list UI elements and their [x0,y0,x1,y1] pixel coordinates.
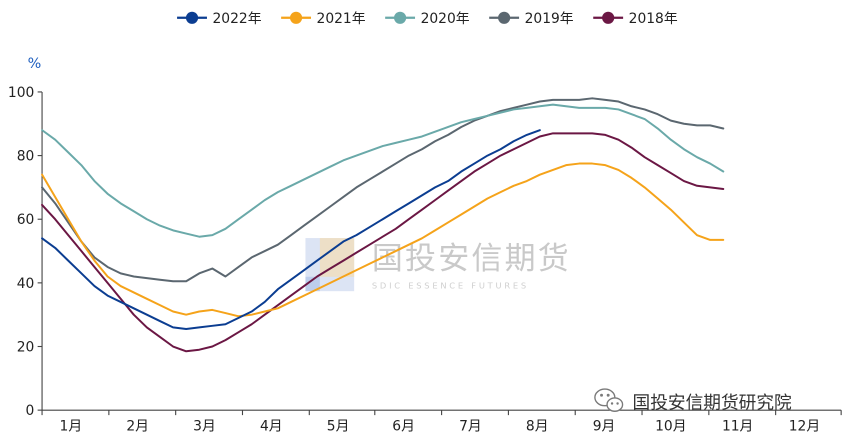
legend-label: 2019年 [525,11,574,27]
legend-item: 2022年 [177,11,262,27]
series-line-2019 [41,97,725,283]
y-tick-label: 0 [25,403,34,419]
x-tick-label: 2月 [126,419,149,435]
x-tick-label: 1月 [60,419,83,435]
watermark-en: SDIC ESSENCE FUTURES [372,280,529,290]
x-tick-label: 6月 [392,419,415,435]
series-line-2018 [41,132,725,353]
legend-marker [602,11,615,24]
watermark: 国投安信期货 SDIC ESSENCE FUTURES [305,238,571,292]
y-tick-label: 80 [17,149,35,165]
brand-text: 国投安信期货研究院 [633,392,793,413]
legend-label: 2022年 [213,11,262,27]
legend: 2022年 2021年 2020年 2019年 2018年 [177,11,678,27]
x-tick-label: 10月 [655,419,686,435]
x-tick-label: 11月 [722,419,753,435]
x-tick-label: 4月 [260,419,283,435]
x-tick-label: 5月 [327,419,350,435]
x-tick-label: 7月 [459,419,482,435]
series-line-2020 [41,103,725,238]
legend-label: 2020年 [421,11,470,27]
series-line-2022 [41,129,541,331]
legend-item: 2020年 [385,11,470,27]
y-axis-unit: % [28,56,42,72]
legend-item: 2018年 [593,11,678,27]
x-tick-label: 12月 [789,419,820,435]
y-tick-label: 20 [17,339,35,355]
x-tick-label: 8月 [526,419,549,435]
x-tick-label: 9月 [593,419,616,435]
axes: 0 20 40 60 80 100 1月 2月 3月 4月 5月 6月 7月 8月 9月 10月 11月 12月 [8,85,842,435]
legend-label: 2021年 [317,11,366,27]
legend-marker [289,11,303,24]
series-line-2021 [41,162,725,318]
wechat-icon [594,388,624,412]
legend-marker [498,11,511,24]
legend-marker [185,11,199,24]
legend-item: 2021年 [281,11,366,27]
x-tick-label: 3月 [193,419,216,435]
series-group [41,97,725,353]
y-tick-label: 100 [8,85,34,101]
legend-item: 2019年 [489,11,574,27]
watermark-cn: 国投安信期货 [372,241,571,277]
legend-label: 2018年 [629,11,678,27]
legend-marker [394,11,407,24]
y-tick-label: 60 [17,212,35,228]
brand-badge: 国投安信期货研究院 [594,388,793,413]
y-tick-label: 40 [17,276,35,292]
